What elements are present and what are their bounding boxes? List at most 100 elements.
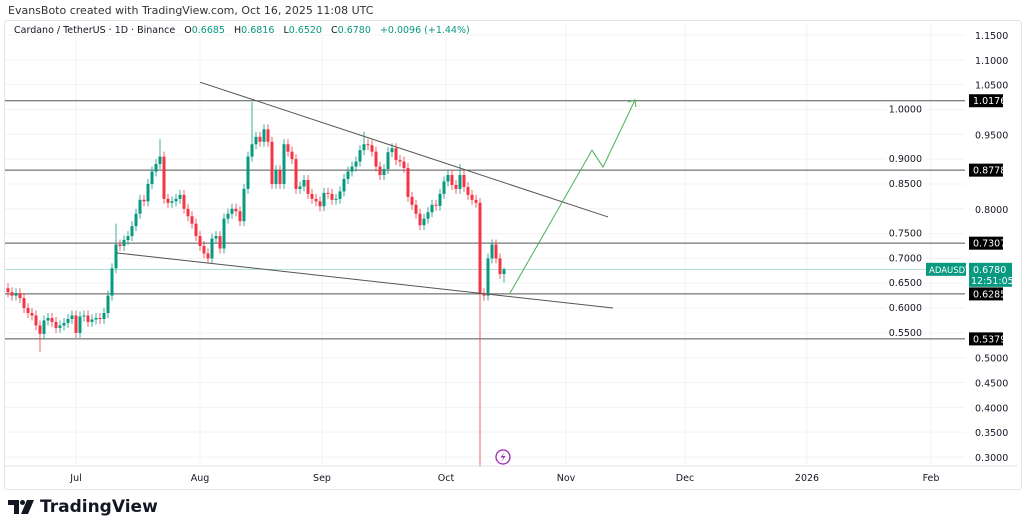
candle-body <box>318 201 322 207</box>
candle <box>450 170 454 190</box>
candle <box>366 139 370 151</box>
candle <box>486 253 490 301</box>
candle <box>282 139 286 189</box>
candle <box>246 151 250 194</box>
chart-frame <box>4 20 1022 490</box>
candle-body <box>50 317 54 322</box>
candle-body <box>402 161 406 169</box>
grid <box>5 25 965 465</box>
candle <box>98 313 102 324</box>
time-tick-label: Feb <box>923 473 940 484</box>
candle-body <box>406 168 410 197</box>
candle-body <box>394 148 398 161</box>
candle <box>6 283 10 298</box>
candle <box>294 154 298 194</box>
price-axis: 1.1500 1.1000 1.0500 1.0000 0.9500 0.9000 0.85… <box>886 31 1008 464</box>
candle-body <box>362 144 366 151</box>
candle <box>106 290 110 318</box>
candle-body <box>454 184 458 189</box>
candle <box>382 164 386 180</box>
candle-body <box>442 181 446 194</box>
candle-body <box>450 175 454 185</box>
price-tag-bg <box>969 262 1012 287</box>
candle <box>170 196 174 208</box>
level-label-text: 0.7307 <box>973 239 1006 250</box>
level-label-bg <box>969 163 1003 177</box>
candle-body <box>258 136 262 142</box>
high-value: 0.6816 <box>241 25 275 36</box>
candle <box>370 140 374 157</box>
candle-body <box>390 148 394 153</box>
candle-body <box>150 171 154 184</box>
open-value: 0.6685 <box>191 25 225 36</box>
candle-body <box>74 315 78 333</box>
candle-body <box>286 144 290 152</box>
candle <box>274 165 278 189</box>
price-tick-label-bg <box>886 225 924 239</box>
candle-body <box>470 194 474 200</box>
time-tick-label: Sep <box>313 473 331 484</box>
candle <box>66 314 70 328</box>
candle-body <box>130 226 134 237</box>
candle-body <box>214 236 218 239</box>
candle <box>162 151 166 204</box>
candle-body <box>486 258 490 296</box>
price-tick-label: 0.7000 <box>889 253 922 264</box>
projection-path <box>509 99 636 294</box>
candle <box>250 102 254 162</box>
candle-body <box>6 288 10 293</box>
candle <box>206 248 210 264</box>
candle <box>262 124 266 147</box>
candle-body <box>234 208 238 212</box>
price-tick-label: 0.4000 <box>975 403 1008 414</box>
candle-body <box>242 188 246 222</box>
candle-body <box>342 178 346 192</box>
price-tick-label-bg <box>886 275 924 289</box>
candle-body <box>290 151 294 160</box>
close-value: 0.6780 <box>337 25 371 36</box>
candle-body <box>250 144 254 157</box>
candle-body <box>378 166 382 176</box>
price-tick-label: 0.3500 <box>975 428 1008 439</box>
candle <box>118 239 122 251</box>
level-label-bg <box>969 236 1003 250</box>
candle <box>386 147 390 175</box>
candle <box>470 189 474 205</box>
level-price-label: 1.0176 <box>969 94 1006 108</box>
level-label-bg <box>969 332 1003 346</box>
candle <box>362 131 366 156</box>
candle-body <box>310 193 314 199</box>
candle <box>334 193 338 205</box>
candle <box>122 235 126 251</box>
candle-body <box>366 144 370 146</box>
candle <box>154 159 158 177</box>
candle <box>166 193 170 208</box>
candle <box>466 181 470 200</box>
candle <box>38 320 42 352</box>
candle-body <box>326 192 330 194</box>
candle <box>266 124 270 147</box>
candle <box>134 208 138 232</box>
level-label-bg <box>969 94 1003 108</box>
candle-body <box>490 244 494 259</box>
candle <box>230 203 234 219</box>
candle <box>286 139 290 157</box>
candle-body <box>218 236 222 249</box>
symbol-name[interactable]: Cardano / TetherUS · 1D · Binance <box>14 25 176 36</box>
price-tick-label: 0.4500 <box>975 379 1008 390</box>
candle-body <box>98 317 102 319</box>
candle <box>482 288 486 301</box>
tradingview-logo[interactable]: TradingView <box>8 497 158 517</box>
event-lightning-icon[interactable] <box>495 449 511 465</box>
candle-body <box>62 322 66 326</box>
candle <box>126 231 130 246</box>
change-value: +0.0096 (+1.44%) <box>379 25 470 36</box>
candle <box>218 231 222 254</box>
symbol-tag-bg <box>926 262 966 276</box>
candle-body <box>270 141 274 184</box>
candle-body <box>174 198 178 202</box>
price-tick-label: 0.5000 <box>975 354 1008 365</box>
candle <box>202 241 206 259</box>
candle <box>458 164 462 194</box>
